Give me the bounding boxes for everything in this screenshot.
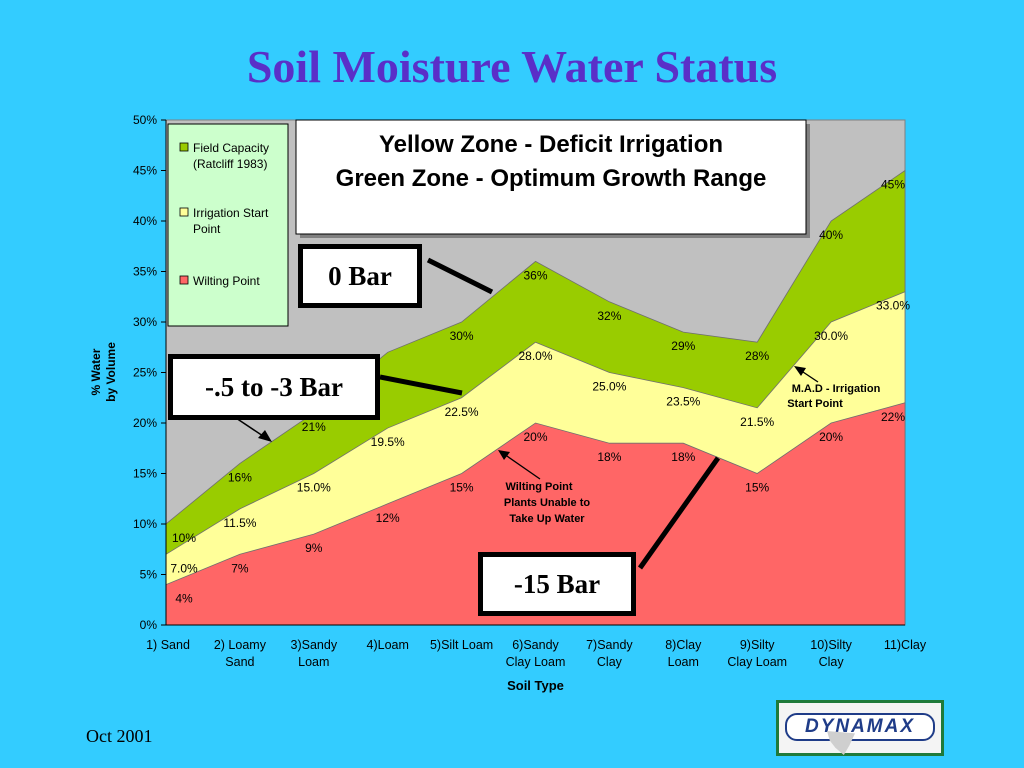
- x-tick-label: 5)Silt Loam: [430, 638, 493, 652]
- y-tick-label: 5%: [140, 568, 158, 582]
- y-tick-label: 45%: [133, 164, 157, 178]
- data-label: 12%: [376, 511, 400, 525]
- data-label: 20%: [819, 430, 843, 444]
- x-axis-title: Soil Type: [507, 678, 564, 693]
- x-tick-label: 10)Silty Clay: [810, 638, 852, 669]
- data-label: 28%: [745, 349, 769, 363]
- data-label: 45%: [881, 178, 905, 192]
- zero-bar-label: 0 Bar: [328, 261, 392, 291]
- fifteen-bar-box: [483, 557, 631, 611]
- data-label: 7%: [231, 561, 249, 575]
- y-axis-title: % Waterby Volume: [89, 342, 118, 402]
- mad-annotation: M.A.D - Irrigation Start Point: [787, 383, 880, 410]
- data-label: 11.5%: [223, 516, 256, 530]
- y-tick-label: 50%: [133, 113, 157, 127]
- mad-arrow-head: [794, 366, 806, 376]
- x-tick-label: 6)Sandy Clay Loam: [506, 638, 566, 669]
- legend-swatch: [179, 275, 189, 285]
- y-tick-label: 0%: [140, 618, 158, 632]
- x-tick-label: 1) Sand: [146, 638, 190, 652]
- y-tick-label: 15%: [133, 467, 157, 481]
- data-label: 7.0%: [170, 561, 198, 575]
- mid-bar-arrow-head: [258, 430, 272, 442]
- zone-line-green: Green Zone - Optimum Growth Range: [336, 165, 767, 192]
- mid-bar-pointer: [379, 374, 463, 396]
- legend-box: [167, 123, 289, 327]
- data-label: 9%: [305, 541, 323, 555]
- dynamax-logo: DYNAMAX: [776, 700, 944, 756]
- wilting-arrow-head: [498, 450, 510, 460]
- x-tick-label: 4)Loam: [367, 638, 409, 652]
- data-label: 30%: [450, 329, 474, 343]
- data-label: 25.0%: [592, 380, 626, 394]
- legend-swatch: [179, 142, 189, 152]
- wilting-arrow-line: [503, 453, 541, 480]
- x-tick-label: 3)Sandy Loam: [291, 638, 338, 669]
- y-tick-label: 35%: [133, 265, 157, 279]
- data-label: 28.0%: [518, 349, 552, 363]
- x-tick-label: 7)Sandy Clay: [586, 638, 633, 669]
- legend-entry: Wilting Point: [193, 274, 260, 288]
- fifteen-bar-label: -15 Bar: [514, 569, 600, 599]
- data-label: 30.0%: [814, 329, 848, 343]
- data-label: 18%: [671, 450, 695, 464]
- y-tick-label: 25%: [133, 366, 157, 380]
- wilting-annotation: Wilting Point Plants Unable to Take Up Wat…: [504, 481, 590, 525]
- data-label: 23.5%: [666, 395, 700, 409]
- x-tick-label: 9)Silty Clay Loam: [727, 638, 787, 669]
- map-icon: [827, 731, 855, 755]
- data-label: 18%: [597, 450, 621, 464]
- data-label: 36%: [523, 268, 547, 282]
- data-label: 32%: [597, 309, 621, 323]
- data-label: 40%: [819, 228, 843, 242]
- legend-swatch: [179, 207, 189, 217]
- zero-bar-pointer: [426, 257, 494, 295]
- data-label: 22%: [881, 410, 905, 424]
- data-label: 19.5%: [371, 435, 405, 449]
- zone-line-yellow: Yellow Zone - Deficit Irrigation: [379, 131, 723, 158]
- data-label: 20%: [523, 430, 547, 444]
- data-label: 21%: [302, 420, 326, 434]
- slide-title: Soil Moisture Water Status: [246, 41, 778, 92]
- data-label: 10%: [172, 531, 196, 545]
- y-tick-label: 40%: [133, 214, 157, 228]
- data-label: 15%: [745, 481, 769, 495]
- area-wilting-point: [165, 402, 906, 626]
- data-label: 22.5%: [445, 405, 479, 419]
- mid-bar-label: -.5 to -3 Bar: [205, 372, 343, 402]
- x-tick-label: 8)Clay Loam: [665, 638, 702, 669]
- data-label: 15.0%: [297, 481, 331, 495]
- legend-entry: Field Capacity (Ratcliff 1983): [193, 141, 269, 171]
- x-tick-label: 11)Clay: [884, 638, 927, 652]
- data-label: 21.5%: [740, 415, 774, 429]
- data-label: 16%: [228, 470, 252, 484]
- zero-bar-box: [303, 249, 417, 303]
- data-label: 29%: [671, 339, 695, 353]
- y-tick-label: 10%: [133, 517, 157, 531]
- data-label: 15%: [450, 481, 474, 495]
- fifteen-bar-pointer: [637, 456, 721, 570]
- data-label: 4%: [175, 592, 193, 606]
- y-tick-label: 20%: [133, 416, 157, 430]
- x-tick-label: 2) Loamy Sand: [214, 638, 267, 669]
- data-label: 33.0%: [876, 299, 910, 313]
- y-tick-label: 30%: [133, 315, 157, 329]
- logo-wordmark: DYNAMAX: [785, 713, 935, 741]
- footer-date: Oct 2001: [86, 726, 153, 746]
- zone-box: [295, 119, 807, 235]
- mid-bar-box: [173, 359, 375, 415]
- legend-entry: Irrigation Start Point: [193, 206, 269, 236]
